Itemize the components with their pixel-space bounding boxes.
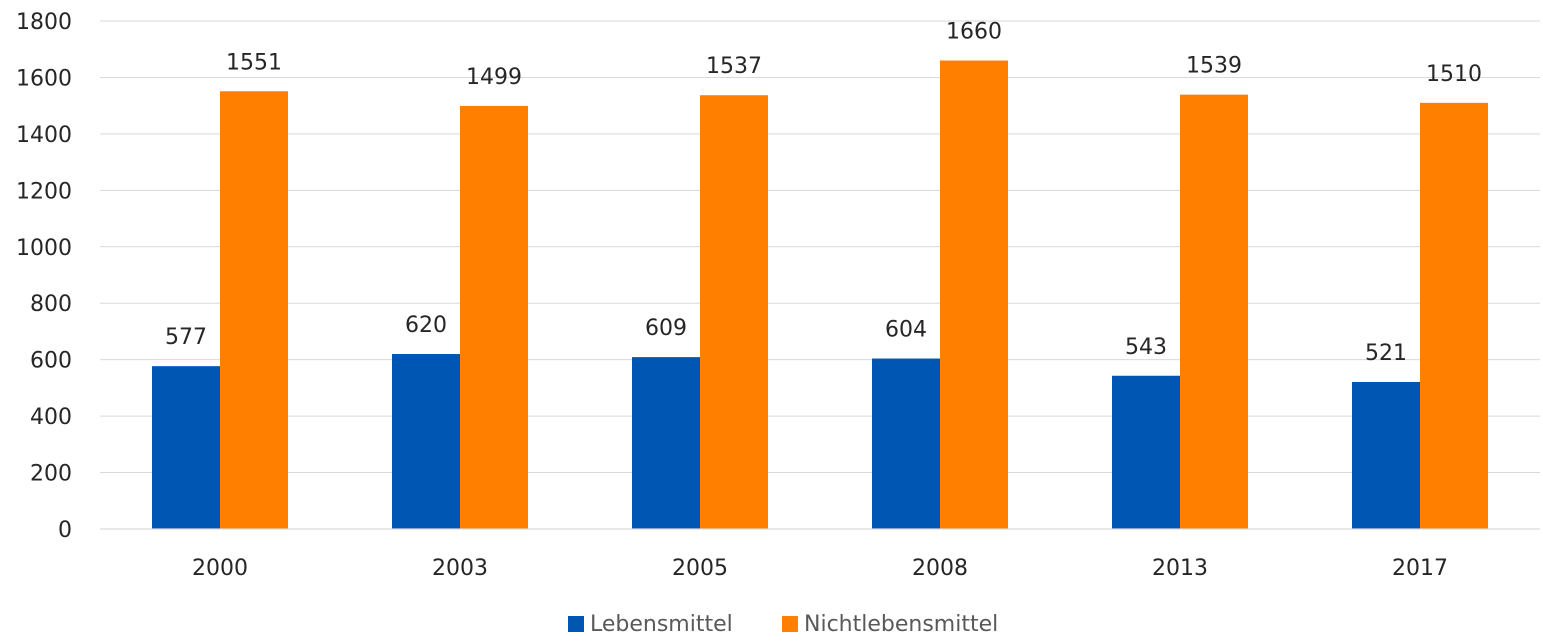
data-labels: 577 1551 620 1499 609 1537 604 1660 543 1539 521 15…	[165, 20, 1482, 366]
bar-lebensmittel-2017	[1352, 381, 1420, 529]
bar-lebensmittel-2005	[632, 357, 700, 529]
y-tick-label: 200	[30, 462, 72, 487]
y-tick-label: 400	[30, 405, 72, 430]
data-label: 604	[885, 318, 927, 343]
x-tick-label: 2005	[672, 556, 728, 581]
bars	[152, 60, 1488, 530]
x-tick-label: 2008	[912, 556, 968, 581]
data-label: 1539	[1186, 54, 1242, 79]
y-tick-label: 1800	[16, 10, 72, 35]
bar-nichtlebensmittel-2000	[220, 91, 288, 530]
y-tick-label: 1400	[16, 123, 72, 148]
bar-nichtlebensmittel-2017	[1420, 102, 1488, 529]
data-label: 1499	[466, 65, 522, 90]
legend-swatch	[568, 616, 584, 632]
bar-lebensmittel-2000	[152, 366, 220, 529]
x-tick-label: 2000	[192, 556, 248, 581]
bar-nichtlebensmittel-2003	[460, 105, 528, 530]
bar-nichtlebensmittel-2008	[940, 60, 1008, 530]
y-tick-label: 0	[58, 518, 72, 543]
y-tick-label: 600	[30, 349, 72, 374]
x-tick-label: 2013	[1152, 556, 1208, 581]
data-label: 577	[165, 325, 207, 350]
data-label: 1510	[1426, 62, 1482, 87]
y-axis-ticks: 0 200 400 600 800 1000 1200 1400 1600 1800	[16, 10, 72, 543]
x-tick-label: 2003	[432, 556, 488, 581]
bar-nichtlebensmittel-2005	[700, 95, 768, 530]
legend-label: Lebensmittel	[590, 612, 733, 637]
y-tick-label: 1600	[16, 66, 72, 91]
bar-nichtlebensmittel-2013	[1180, 94, 1248, 529]
y-tick-label: 1200	[16, 179, 72, 204]
y-tick-label: 1000	[16, 236, 72, 261]
bar-lebensmittel-2003	[392, 354, 460, 529]
data-label: 521	[1365, 341, 1407, 366]
bar-lebensmittel-2013	[1112, 375, 1180, 529]
gridlines	[100, 20, 1540, 474]
x-tick-label: 2017	[1392, 556, 1448, 581]
data-label: 620	[405, 313, 447, 338]
data-label: 543	[1125, 335, 1167, 360]
data-label: 1551	[226, 50, 282, 75]
bar-lebensmittel-2008	[872, 358, 940, 529]
data-label: 609	[645, 316, 687, 341]
data-label: 1660	[946, 20, 1002, 45]
legend-swatch	[782, 616, 798, 632]
legend: Lebensmittel Nichtlebensmittel	[568, 612, 998, 637]
y-tick-label: 800	[30, 292, 72, 317]
x-axis-ticks: 2000 2003 2005 2008 2013 2017	[192, 556, 1448, 581]
legend-label: Nichtlebensmittel	[804, 612, 998, 637]
data-label: 1537	[706, 54, 762, 79]
